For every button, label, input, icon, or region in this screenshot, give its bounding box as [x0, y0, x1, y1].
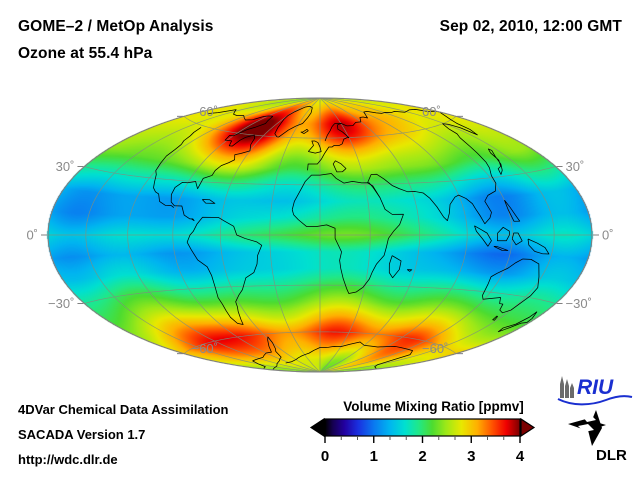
coastlines: [153, 105, 550, 371]
latitude-label: 0˚: [26, 228, 38, 243]
colorbar-extend-low: [309, 417, 325, 438]
coastline-path: [497, 226, 510, 242]
meridian-line: [85, 97, 321, 373]
coastline-path: [406, 269, 413, 272]
latitude-label: −30˚: [566, 296, 592, 311]
coastline-path: [274, 105, 313, 138]
coastline-path: [511, 232, 523, 246]
coastline-path: [324, 123, 341, 142]
riu-wave-icon: [557, 395, 633, 406]
colorbar-tick-label: 0: [321, 448, 329, 465]
coastline-path: [201, 199, 216, 204]
colorbar: 0 1 2 3 4: [309, 417, 536, 465]
colorbar-tick-label: 1: [370, 448, 378, 465]
meridian-line: [319, 97, 420, 373]
footer-line-url[interactable]: http://wdc.dlr.de: [18, 452, 118, 467]
colorbar-gradient: [324, 418, 521, 437]
coastline-path: [153, 144, 182, 208]
meridian-line: [172, 97, 321, 373]
dlr-logo: DLR: [568, 410, 627, 464]
latitude-label: 0˚: [602, 228, 614, 243]
coastline-path: [307, 109, 440, 171]
coastline-path: [181, 127, 202, 145]
map-boundary: [47, 97, 593, 373]
riu-logo: RIU: [557, 376, 633, 406]
colorbar-tick-label: 2: [418, 448, 426, 465]
coastline-path: [252, 336, 282, 371]
coastline-path: [527, 238, 550, 255]
coastline-path: [170, 109, 274, 222]
latitude-label: 30˚: [566, 159, 585, 174]
coastline-path: [482, 258, 540, 314]
dlr-logo-text: DLR: [596, 447, 627, 464]
latitude-label: 60˚: [422, 104, 441, 119]
coastline-path: [388, 255, 402, 279]
cathedral-spire-icon: [560, 376, 574, 398]
coastline-path: [504, 199, 521, 222]
colorbar-extend-high: [520, 417, 536, 438]
coastline-path: [497, 311, 538, 333]
meridian-line: [220, 97, 321, 373]
latitude-label: 60˚: [199, 104, 218, 119]
meridian-line: [319, 97, 468, 373]
footer-line-method: 4DVar Chemical Data Assimilation: [18, 402, 229, 417]
coastline-path: [367, 111, 497, 225]
riu-logo-text: RIU: [577, 376, 614, 399]
colorbar-tick-label: 3: [467, 448, 475, 465]
latitude-axis: 60˚ 60˚ 30˚ 30˚ 0˚ 0˚ −30˚ −30˚ −60˚ −60˚: [26, 104, 613, 356]
meridian-line: [319, 97, 513, 373]
coastline-path: [285, 341, 413, 370]
coastline-path: [332, 160, 347, 173]
colorbar-title: Volume Mixing Ratio [ppmv]: [343, 399, 524, 414]
coastline-path: [492, 315, 498, 321]
latitude-label: −30˚: [48, 296, 74, 311]
colorbar-tick-label: 4: [516, 448, 525, 465]
ozone-map: 60˚ 60˚ 30˚ 30˚ 0˚ 0˚ −30˚ −30˚ −60˚ −60˚: [0, 0, 640, 400]
footer-line-version: SACADA Version 1.7: [18, 427, 146, 442]
latitude-label: −60˚: [192, 341, 218, 356]
coastline-path: [493, 246, 509, 251]
coastline-path: [186, 216, 263, 325]
dlr-pinwheel-icon: [568, 410, 606, 446]
meridian-line: [127, 97, 321, 373]
meridian-line: [319, 97, 555, 373]
latitude-label: 30˚: [56, 159, 75, 174]
coastline-path: [487, 148, 503, 175]
meridian-line: [269, 97, 321, 373]
coastline-path: [308, 140, 322, 154]
coastline-path: [300, 128, 309, 134]
coastline-path: [291, 173, 404, 294]
latitude-label: −60˚: [422, 341, 448, 356]
coastline-path: [474, 225, 492, 247]
